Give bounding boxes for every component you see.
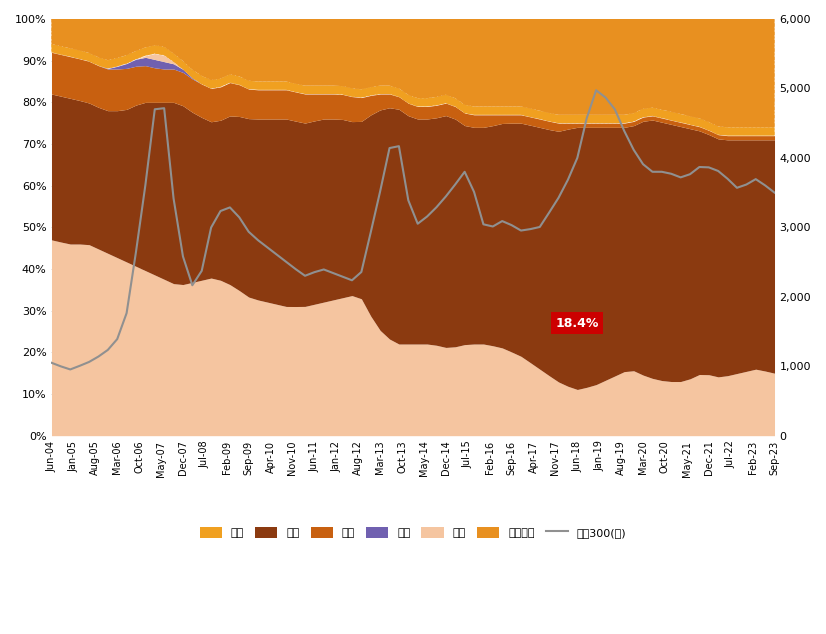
- Legend: 股票, 债券, 基金, 权证, 现金, 其他资产, 沪深300(右): 股票, 债券, 基金, 权证, 现金, 其他资产, 沪深300(右): [195, 522, 631, 543]
- Text: 18.4%: 18.4%: [556, 316, 599, 330]
